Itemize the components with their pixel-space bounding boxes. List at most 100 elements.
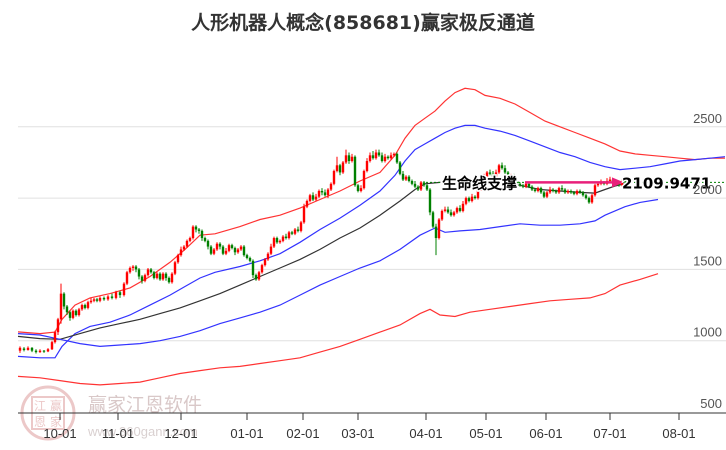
x-tick-label: 12-01 xyxy=(164,426,197,441)
candle xyxy=(539,188,543,193)
candle xyxy=(254,275,258,280)
candle xyxy=(260,265,264,273)
candle xyxy=(356,185,360,191)
x-tick-label: 10-01 xyxy=(43,426,76,441)
candle xyxy=(494,172,498,179)
candle xyxy=(263,259,267,266)
y-tick-label: 2000 xyxy=(693,182,722,197)
candle xyxy=(257,272,261,280)
series-mid_line xyxy=(17,181,626,340)
y-tick-label: 1000 xyxy=(693,325,722,340)
candle xyxy=(314,196,318,200)
x-tick-label: 08-01 xyxy=(662,426,695,441)
x-tick-label: 11-01 xyxy=(102,426,134,441)
candle xyxy=(533,189,537,191)
svg-text:家: 家 xyxy=(50,414,62,429)
candle xyxy=(398,162,402,174)
candle xyxy=(389,155,393,159)
candle xyxy=(122,283,126,296)
candle xyxy=(500,165,504,169)
candle xyxy=(548,189,552,193)
candle xyxy=(161,273,165,280)
candle xyxy=(374,152,378,159)
candle xyxy=(56,319,60,333)
candle xyxy=(488,172,492,174)
candle xyxy=(413,183,417,187)
candle xyxy=(62,293,66,307)
candle xyxy=(335,165,339,172)
candle xyxy=(149,269,153,273)
candle xyxy=(185,240,189,247)
candle xyxy=(587,198,591,203)
candle xyxy=(59,293,63,320)
svg-text:恩: 恩 xyxy=(34,415,46,429)
candle xyxy=(102,297,106,300)
candle xyxy=(365,161,369,172)
candle xyxy=(515,180,519,184)
candle xyxy=(281,236,285,241)
candle xyxy=(575,190,579,194)
candle xyxy=(311,195,315,200)
candle xyxy=(458,208,462,211)
candle xyxy=(137,269,141,277)
axes: 500 1000 1500 2000 2500 10-01 11-01 12-01 01-01 0… xyxy=(18,111,726,441)
annotation-value: 2109.9471 xyxy=(622,174,711,192)
candle xyxy=(407,176,411,181)
arrow-head-icon xyxy=(612,177,624,188)
candle xyxy=(164,273,168,278)
candle xyxy=(434,226,438,239)
candle xyxy=(106,296,110,300)
candle xyxy=(272,238,276,247)
candle xyxy=(341,162,345,173)
candle xyxy=(560,188,564,190)
candle xyxy=(242,246,246,256)
x-tick-label: 05-01 xyxy=(469,426,502,441)
candle xyxy=(485,172,489,177)
candle xyxy=(386,156,390,159)
candle xyxy=(404,176,408,180)
candle xyxy=(269,246,273,254)
candle xyxy=(227,245,231,251)
candle xyxy=(38,350,42,353)
candle xyxy=(89,300,93,303)
candle xyxy=(446,209,450,213)
watermark-brand: 赢家江恩软件 xyxy=(88,394,202,416)
candle xyxy=(239,246,243,250)
candle xyxy=(521,185,525,187)
candle xyxy=(608,179,612,181)
candle xyxy=(248,257,252,261)
candle xyxy=(473,196,477,199)
candlesticks xyxy=(18,149,630,354)
candle xyxy=(302,206,306,223)
candle xyxy=(392,153,396,156)
candle xyxy=(65,306,69,313)
candle xyxy=(431,212,435,227)
candle xyxy=(30,347,34,351)
chart-title: 人形机器人概念(858681)赢家极反通道 xyxy=(191,12,535,34)
candle xyxy=(233,248,237,253)
candle xyxy=(206,240,210,247)
candle xyxy=(167,277,171,283)
candle xyxy=(74,310,78,316)
candle xyxy=(503,168,507,173)
candle xyxy=(173,262,177,274)
candle xyxy=(296,229,300,231)
svg-text:赢: 赢 xyxy=(50,398,62,413)
candle xyxy=(347,155,351,162)
candle xyxy=(371,155,375,159)
candle xyxy=(83,305,87,308)
candle xyxy=(383,156,387,162)
candle xyxy=(46,349,50,352)
candle xyxy=(305,200,309,207)
candle xyxy=(569,190,573,193)
candle xyxy=(617,183,621,186)
annotation-label: 生命线支撑 xyxy=(442,174,517,192)
candle xyxy=(506,172,510,179)
candle xyxy=(299,222,303,231)
candle xyxy=(557,188,561,193)
candle xyxy=(467,198,471,201)
candle xyxy=(194,226,198,230)
x-tick-label: 03-01 xyxy=(341,426,374,441)
candle xyxy=(584,195,588,199)
